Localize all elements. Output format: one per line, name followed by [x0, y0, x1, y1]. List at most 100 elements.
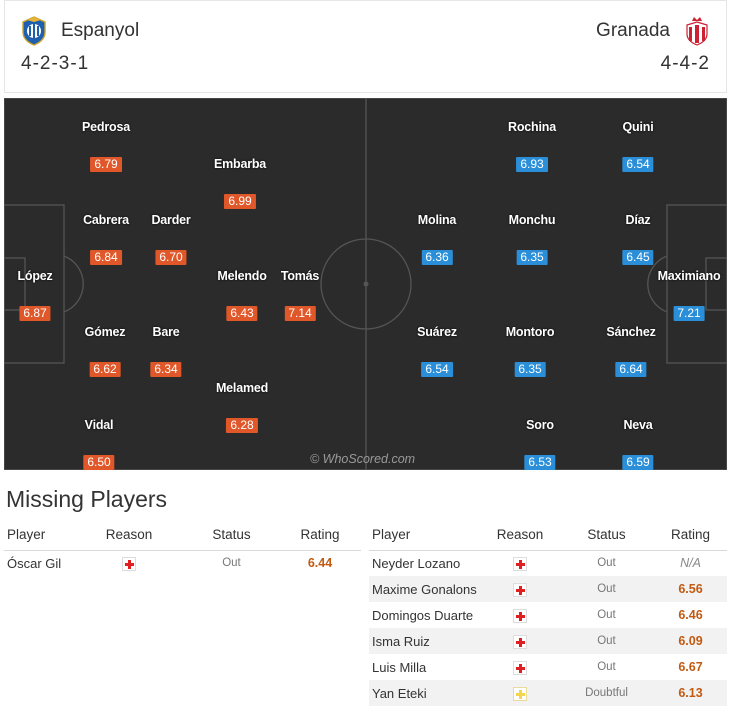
player-rating: 6.50 [83, 455, 115, 470]
injury-cross-icon[interactable] [513, 557, 527, 572]
away-player[interactable]: Neva 6.59 [622, 418, 654, 470]
player-name[interactable]: Tomás [280, 269, 320, 283]
missing-rating: 6.67 [678, 660, 703, 674]
missing-status: Out [597, 661, 616, 673]
player-name[interactable]: López [17, 269, 53, 283]
col-player: Player [369, 520, 481, 551]
col-reason: Reason [481, 520, 559, 551]
player-name[interactable]: Soro [526, 418, 554, 432]
player-rating: 6.70 [155, 250, 187, 265]
home-missing-table: Player Reason Status Rating Óscar Gil Out… [4, 520, 361, 576]
away-player[interactable]: Díaz 6.45 [622, 213, 654, 266]
player-name[interactable]: Rochina [508, 120, 556, 134]
home-formation: 4-2-3-1 [21, 53, 90, 74]
home-player[interactable]: Gómez 6.62 [85, 325, 126, 378]
away-player[interactable]: Montoro 6.35 [505, 325, 555, 378]
doubtful-cross-icon[interactable] [513, 686, 527, 701]
injury-cross-icon[interactable] [513, 608, 527, 623]
home-player[interactable]: Embarba 6.99 [214, 157, 266, 210]
away-player[interactable]: Rochina 6.93 [508, 120, 556, 173]
missing-player-name[interactable]: Óscar Gil [7, 555, 62, 571]
home-player[interactable]: Cabrera 6.84 [83, 213, 129, 266]
player-name[interactable]: Vidal [84, 418, 114, 432]
player-rating: 6.64 [615, 362, 647, 377]
home-player[interactable]: Vidal 6.50 [83, 418, 115, 470]
home-player[interactable]: Melendo 6.43 [217, 269, 267, 322]
pitch-markings [4, 98, 727, 470]
player-name[interactable]: Darder [151, 213, 191, 227]
player-name[interactable]: Bare [152, 325, 180, 339]
missing-player-name[interactable]: Maxime Gonalons [369, 576, 481, 602]
player-name[interactable]: Díaz [625, 213, 651, 227]
col-status: Status [559, 520, 654, 551]
player-name[interactable]: Quini [622, 120, 654, 134]
missing-player-name[interactable]: Neyder Lozano [372, 555, 461, 571]
player-rating: 6.87 [19, 306, 51, 321]
player-rating: 6.79 [90, 157, 122, 172]
missing-player-row: Domingos Duarte Out 6.46 [369, 602, 727, 628]
reason-cell [481, 550, 559, 576]
away-player[interactable]: Maximiano 7.21 [658, 269, 721, 322]
home-player[interactable]: Bare 6.34 [150, 325, 182, 378]
home-player[interactable]: Pedrosa 6.79 [82, 120, 130, 173]
player-rating: 6.34 [150, 362, 182, 377]
missing-player-name[interactable]: Luis Milla [372, 659, 427, 675]
reason-cell [481, 628, 559, 654]
player-name[interactable]: Monchu [508, 213, 556, 227]
player-name[interactable]: Gómez [84, 325, 126, 339]
player-name[interactable]: Melendo [217, 269, 267, 283]
home-player[interactable]: López 6.87 [17, 269, 53, 322]
player-name[interactable]: Cabrera [83, 213, 129, 227]
injury-cross-icon[interactable] [513, 660, 527, 675]
player-name[interactable]: Molina [417, 213, 457, 227]
missing-player-row: Óscar Gil Out 6.44 [4, 550, 361, 576]
reason-cell [481, 680, 559, 706]
col-status: Status [184, 520, 279, 551]
home-player[interactable]: Tomás 7.14 [281, 269, 319, 322]
missing-status: Out [222, 557, 241, 570]
col-rating: Rating [279, 520, 361, 551]
injury-cross-icon[interactable] [513, 582, 527, 597]
player-name[interactable]: Neva [623, 418, 653, 432]
missing-player-row: Isma Ruiz Out 6.09 [369, 628, 727, 654]
player-name[interactable]: Embarba [213, 157, 267, 171]
player-rating: 6.45 [622, 250, 654, 265]
player-name[interactable]: Pedrosa [82, 120, 130, 134]
home-team-name[interactable]: Espanyol [61, 20, 140, 41]
missing-rating: 6.56 [654, 576, 727, 602]
away-team-name[interactable]: Granada [596, 20, 670, 41]
missing-rating: 6.13 [654, 680, 727, 706]
player-name[interactable]: Maximiano [657, 269, 721, 283]
reason-cell [481, 654, 559, 680]
player-rating: 6.36 [421, 250, 453, 265]
missing-player-name[interactable]: Isma Ruiz [369, 628, 481, 654]
player-name[interactable]: Suárez [417, 325, 457, 339]
missing-status: Out [559, 628, 654, 654]
home-player[interactable]: Darder 6.70 [151, 213, 191, 266]
reason-cell [481, 576, 559, 602]
away-player[interactable]: Monchu 6.35 [509, 213, 556, 266]
missing-player-row: Maxime Gonalons Out 6.56 [369, 576, 727, 602]
espanyol-crest-icon [22, 16, 46, 46]
injury-cross-icon[interactable] [122, 557, 136, 572]
home-player[interactable]: Melamed 6.28 [216, 381, 268, 434]
player-name[interactable]: Melamed [215, 381, 269, 395]
away-player[interactable]: Quini 6.54 [622, 120, 654, 173]
player-rating: 7.21 [673, 306, 705, 321]
player-rating: 6.35 [516, 250, 548, 265]
player-name[interactable]: Montoro [505, 325, 555, 339]
missing-player-name[interactable]: Yan Eteki [369, 680, 481, 706]
away-player[interactable]: Molina 6.36 [418, 213, 456, 266]
missing-players-title: Missing Players [6, 486, 168, 512]
player-rating: 6.54 [622, 157, 654, 172]
col-player: Player [4, 520, 74, 551]
away-player[interactable]: Suárez 6.54 [417, 325, 457, 378]
away-formation: 4-4-2 [660, 53, 710, 74]
injury-cross-icon[interactable] [513, 634, 527, 649]
missing-rating: 6.09 [654, 628, 727, 654]
away-player[interactable]: Sánchez 6.64 [606, 325, 656, 378]
away-player[interactable]: Soro 6.53 [524, 418, 556, 470]
player-name[interactable]: Sánchez [606, 325, 656, 339]
missing-status: Doubtful [559, 680, 654, 706]
missing-player-name[interactable]: Domingos Duarte [372, 607, 474, 623]
